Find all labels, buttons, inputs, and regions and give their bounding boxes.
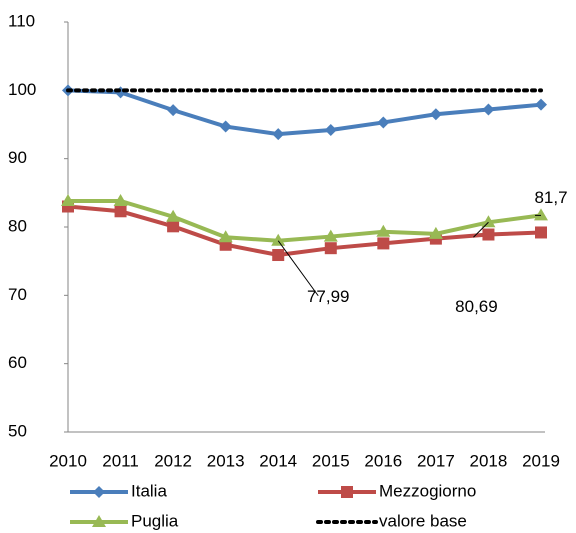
x-tick-label: 2015 (312, 451, 350, 470)
point (481, 215, 496, 228)
x-tick-label: 2019 (522, 451, 560, 470)
legend-label: valore base (379, 511, 467, 530)
x-tick-label: 2012 (154, 451, 192, 470)
legend-marker (92, 515, 106, 527)
point (482, 103, 495, 116)
point (428, 226, 443, 239)
data-label: 77,99 (307, 287, 350, 306)
point (218, 230, 233, 243)
point (482, 228, 495, 241)
data-label: 80,69 (455, 297, 498, 316)
y-tick-label: 70 (8, 285, 27, 304)
legend-marker (341, 486, 353, 498)
y-tick-label: 80 (8, 216, 27, 235)
point (167, 104, 180, 117)
x-tick-label: 2017 (417, 451, 455, 470)
point (535, 226, 547, 239)
y-tick-label: 60 (8, 353, 27, 372)
point (272, 128, 285, 141)
legend-marker (93, 486, 105, 498)
point (166, 209, 181, 222)
point (535, 98, 547, 111)
x-tick-label: 2010 (49, 451, 87, 470)
legend-label: Italia (131, 481, 167, 500)
point (324, 123, 337, 136)
x-tick-label: 2011 (102, 451, 139, 470)
point (61, 194, 75, 207)
point (271, 233, 286, 246)
point (219, 120, 232, 133)
leader-line (277, 240, 319, 297)
point (114, 205, 127, 218)
point (324, 242, 337, 255)
point (376, 224, 391, 237)
point (377, 116, 390, 129)
point (167, 220, 180, 233)
legend-label: Puglia (131, 511, 179, 530)
point (272, 249, 285, 262)
series-line (68, 199, 542, 243)
data-label: 81,7 (534, 188, 567, 207)
x-tick-label: 2013 (207, 451, 245, 470)
x-tick-label: 2018 (470, 451, 508, 470)
series-line (67, 88, 542, 137)
y-tick-label: 110 (8, 11, 35, 30)
leader-line (473, 221, 489, 238)
point (534, 208, 548, 221)
y-tick-label: 100 (8, 80, 36, 99)
x-tick-label: 2014 (259, 451, 297, 470)
y-tick-label: 90 (8, 148, 27, 167)
series-line (67, 204, 542, 258)
legend-label: Mezzogiorno (379, 481, 476, 500)
point (113, 194, 128, 207)
point (114, 86, 127, 99)
x-tick-label: 2016 (364, 451, 402, 470)
point (377, 237, 390, 250)
point (323, 229, 338, 242)
y-tick-label: 50 (8, 421, 27, 440)
point (429, 108, 442, 121)
